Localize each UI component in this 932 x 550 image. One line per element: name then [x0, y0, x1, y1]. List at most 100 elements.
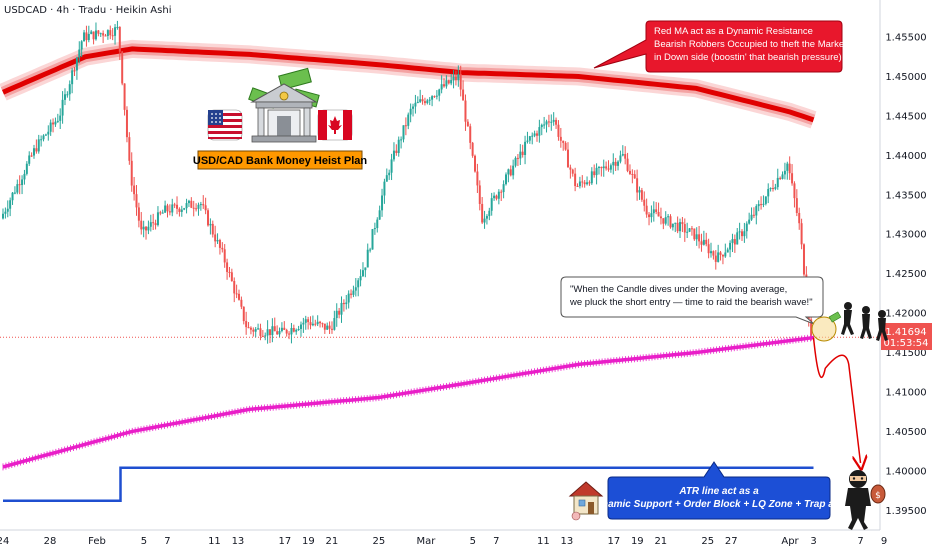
candle — [92, 31, 95, 45]
candle — [464, 94, 467, 131]
candle — [240, 296, 243, 310]
candle — [154, 219, 157, 230]
candle — [562, 140, 565, 151]
candle — [276, 325, 279, 335]
candle — [655, 202, 658, 215]
candle — [245, 311, 248, 335]
candle — [202, 195, 205, 209]
candle — [268, 329, 271, 344]
candle — [612, 153, 615, 175]
candle — [364, 267, 367, 278]
candle — [433, 95, 436, 98]
candle — [524, 135, 527, 165]
atr-line[interactable] — [3, 466, 814, 503]
candle — [290, 322, 293, 344]
house-icon — [568, 481, 604, 521]
y-tick-4: 1.43500 — [885, 190, 926, 201]
candle — [648, 212, 651, 226]
candle — [509, 165, 512, 177]
candle — [71, 67, 74, 94]
candle — [726, 247, 729, 253]
candle — [261, 330, 264, 338]
candle — [416, 96, 419, 104]
red-ma-line[interactable] — [1, 46, 815, 123]
candle — [280, 322, 283, 333]
candle — [619, 150, 622, 164]
y-axis-area[interactable] — [881, 0, 932, 550]
candle — [392, 142, 395, 162]
candle — [488, 207, 491, 221]
candle — [426, 98, 429, 105]
candle — [114, 24, 117, 45]
usa-flag-icon — [207, 109, 243, 141]
candle — [99, 32, 102, 38]
x-tick-15: 13 — [560, 536, 573, 547]
x-tick-13: 7 — [493, 536, 499, 547]
candle — [371, 228, 374, 250]
candle — [535, 130, 538, 142]
candle — [566, 142, 569, 168]
candle-layer — [2, 20, 813, 344]
candle — [104, 33, 107, 37]
x-tick-21: Apr — [781, 536, 799, 547]
candle — [421, 95, 424, 105]
candle — [338, 307, 341, 319]
candle — [299, 321, 302, 337]
candle — [102, 30, 105, 43]
candle — [578, 176, 581, 189]
candle — [185, 198, 188, 214]
candle — [47, 125, 50, 141]
price-badge-value: 1.41694 — [885, 327, 926, 338]
candle — [321, 322, 324, 328]
candle — [755, 204, 758, 225]
candle — [702, 230, 705, 246]
y-tick-9: 1.41000 — [885, 387, 926, 398]
candle — [197, 202, 200, 216]
candle — [125, 106, 128, 143]
candle — [643, 191, 646, 212]
candle — [764, 196, 767, 206]
robbers-icon — [828, 302, 888, 341]
candle — [61, 91, 64, 124]
candle — [741, 229, 744, 241]
candle — [724, 243, 727, 258]
plot-area[interactable] — [0, 0, 880, 530]
candle — [462, 80, 465, 101]
candle — [543, 116, 546, 129]
candle — [25, 161, 28, 176]
x-tick-0: 24 — [0, 536, 9, 547]
price-badge-countdown: 01:53:54 — [884, 338, 929, 349]
candle — [593, 164, 596, 178]
candle — [669, 214, 672, 229]
candle — [609, 163, 612, 173]
candle — [259, 323, 262, 341]
x-tick-7: 17 — [279, 536, 292, 547]
candle — [531, 132, 534, 145]
candle — [514, 156, 517, 168]
candle — [688, 228, 691, 233]
candle — [793, 181, 796, 208]
candle — [795, 189, 798, 217]
price-badge: 1.41694 01:53:54 — [881, 323, 932, 350]
candle — [569, 164, 572, 179]
candle — [636, 169, 639, 201]
candle — [350, 289, 353, 299]
candle — [235, 284, 238, 299]
candle — [776, 168, 779, 190]
candle — [600, 166, 603, 177]
candle — [714, 250, 717, 270]
candle — [238, 289, 241, 301]
candle — [679, 218, 682, 238]
candle — [161, 209, 164, 214]
candle — [23, 169, 26, 185]
candle — [686, 222, 689, 239]
candle — [180, 205, 183, 217]
plan-label: USD/CAD Bank Money Heist Plan — [193, 150, 367, 170]
candle — [528, 135, 531, 144]
candle — [402, 125, 405, 143]
atr-annotation-line-2: Dynamic Support + Order Block + LQ Zone … — [589, 499, 849, 510]
x-tick-19: 25 — [701, 536, 714, 547]
red-ma-layer — [0, 39, 817, 129]
candle — [264, 332, 267, 341]
candle — [767, 183, 770, 204]
